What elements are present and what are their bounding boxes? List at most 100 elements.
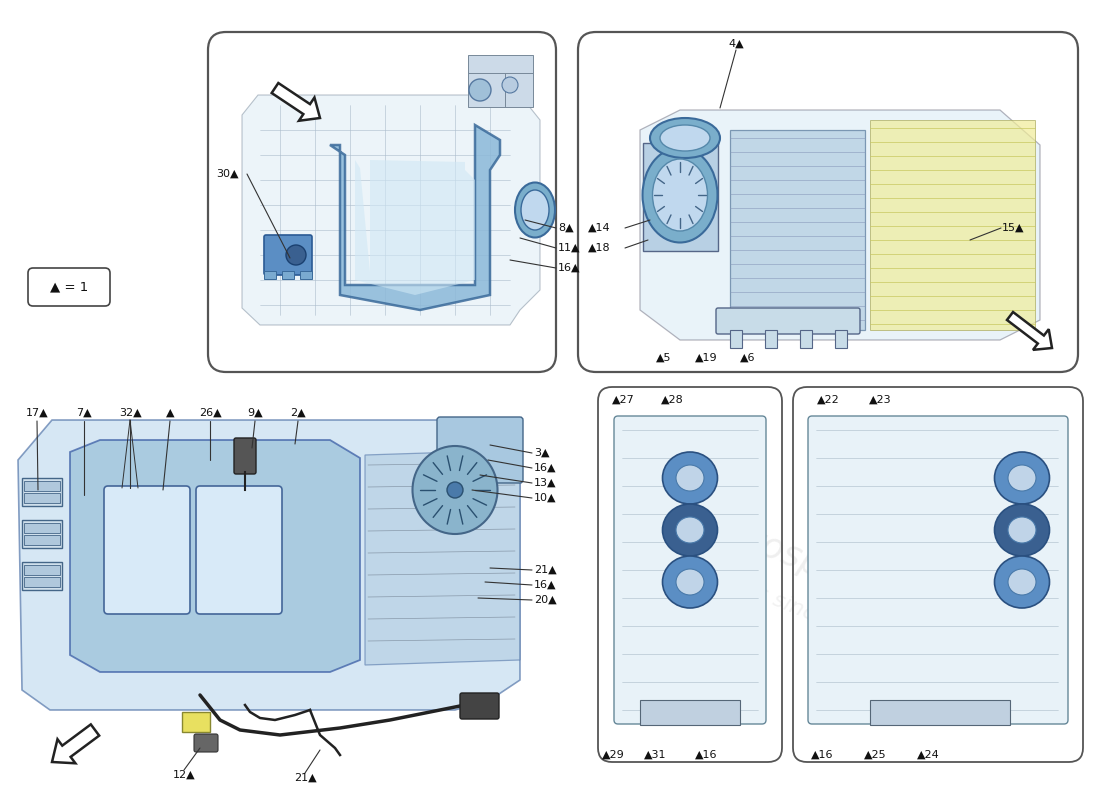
Ellipse shape (652, 159, 707, 231)
Text: ▲27: ▲27 (612, 395, 635, 405)
Bar (870, 700, 1010, 725)
FancyBboxPatch shape (234, 438, 256, 474)
Polygon shape (52, 724, 99, 763)
Polygon shape (18, 420, 520, 710)
Bar (300, 271, 312, 279)
Ellipse shape (521, 190, 549, 230)
Ellipse shape (662, 556, 717, 608)
Bar (24, 493, 60, 503)
Text: ▲16: ▲16 (811, 750, 834, 760)
Ellipse shape (994, 504, 1049, 556)
Text: 10▲: 10▲ (534, 493, 557, 503)
Bar (644, 143, 718, 251)
Text: 16▲: 16▲ (534, 463, 557, 473)
Bar (24, 565, 60, 575)
Text: ▲25: ▲25 (864, 750, 887, 760)
FancyBboxPatch shape (716, 308, 860, 334)
Bar (835, 330, 847, 348)
Text: 9▲: 9▲ (248, 408, 263, 418)
Ellipse shape (1008, 517, 1036, 543)
Text: 13▲: 13▲ (534, 478, 557, 488)
FancyBboxPatch shape (614, 416, 766, 724)
Polygon shape (870, 120, 1035, 330)
Text: 11▲: 11▲ (558, 243, 581, 253)
Ellipse shape (676, 569, 704, 595)
Text: ▲22: ▲22 (816, 395, 839, 405)
FancyBboxPatch shape (104, 486, 190, 614)
Text: 15▲: 15▲ (1002, 223, 1024, 233)
Ellipse shape (1008, 465, 1036, 491)
Polygon shape (242, 95, 540, 325)
Ellipse shape (642, 147, 717, 242)
Text: 30▲: 30▲ (216, 169, 239, 179)
Ellipse shape (994, 452, 1049, 504)
Text: 26▲: 26▲ (199, 408, 221, 418)
Text: ▲28: ▲28 (661, 395, 683, 405)
Ellipse shape (676, 465, 704, 491)
Text: ▲24: ▲24 (916, 750, 939, 760)
Bar (730, 330, 743, 348)
Polygon shape (1006, 312, 1052, 350)
Bar (22, 562, 62, 590)
Polygon shape (330, 125, 500, 310)
Bar (264, 271, 276, 279)
Bar (468, 72, 506, 107)
Bar (182, 712, 210, 732)
Bar (22, 478, 62, 506)
Text: ▲23: ▲23 (869, 395, 891, 405)
FancyBboxPatch shape (460, 693, 499, 719)
Ellipse shape (515, 182, 556, 238)
Bar (24, 577, 60, 587)
Text: 32▲: 32▲ (119, 408, 141, 418)
Polygon shape (272, 83, 320, 121)
Text: 21▲: 21▲ (294, 773, 317, 783)
Ellipse shape (994, 556, 1049, 608)
Ellipse shape (469, 79, 491, 101)
Text: 12▲: 12▲ (173, 770, 196, 780)
Text: ▲18: ▲18 (588, 243, 610, 253)
Ellipse shape (1008, 569, 1036, 595)
FancyBboxPatch shape (196, 486, 282, 614)
Ellipse shape (660, 125, 710, 151)
Text: 7▲: 7▲ (76, 408, 91, 418)
Text: ▲: ▲ (166, 408, 174, 418)
Bar (22, 520, 62, 548)
Text: ▲29: ▲29 (602, 750, 625, 760)
Text: 16▲: 16▲ (558, 263, 581, 273)
FancyBboxPatch shape (264, 235, 312, 275)
Ellipse shape (447, 482, 463, 498)
Bar (800, 330, 812, 348)
FancyBboxPatch shape (194, 734, 218, 752)
Ellipse shape (650, 118, 721, 158)
Ellipse shape (412, 446, 497, 534)
Bar (24, 481, 60, 491)
Text: ▲16: ▲16 (695, 750, 717, 760)
Text: 21▲: 21▲ (534, 565, 557, 575)
Bar (24, 535, 60, 545)
Text: 3▲: 3▲ (534, 448, 550, 458)
Ellipse shape (662, 504, 717, 556)
Polygon shape (70, 440, 360, 672)
Text: 16▲: 16▲ (534, 580, 557, 590)
Text: ▲31: ▲31 (644, 750, 667, 760)
Bar (640, 700, 740, 725)
Text: ▲ = 1: ▲ = 1 (50, 281, 88, 294)
Bar (764, 330, 777, 348)
Polygon shape (355, 160, 475, 295)
Bar (505, 72, 534, 107)
Ellipse shape (662, 452, 717, 504)
Ellipse shape (286, 245, 306, 265)
Text: 17▲: 17▲ (25, 408, 48, 418)
Bar (468, 55, 534, 73)
Bar (730, 130, 865, 330)
FancyBboxPatch shape (437, 417, 522, 483)
Text: parts since 1988: parts since 1988 (711, 566, 890, 654)
Text: 8▲: 8▲ (558, 223, 573, 233)
Bar (282, 271, 294, 279)
Ellipse shape (676, 517, 704, 543)
Text: 2▲: 2▲ (290, 408, 306, 418)
Text: eurospares: eurospares (700, 506, 900, 614)
Text: ▲6: ▲6 (740, 353, 756, 363)
Text: 4▲: 4▲ (728, 39, 744, 49)
FancyBboxPatch shape (808, 416, 1068, 724)
